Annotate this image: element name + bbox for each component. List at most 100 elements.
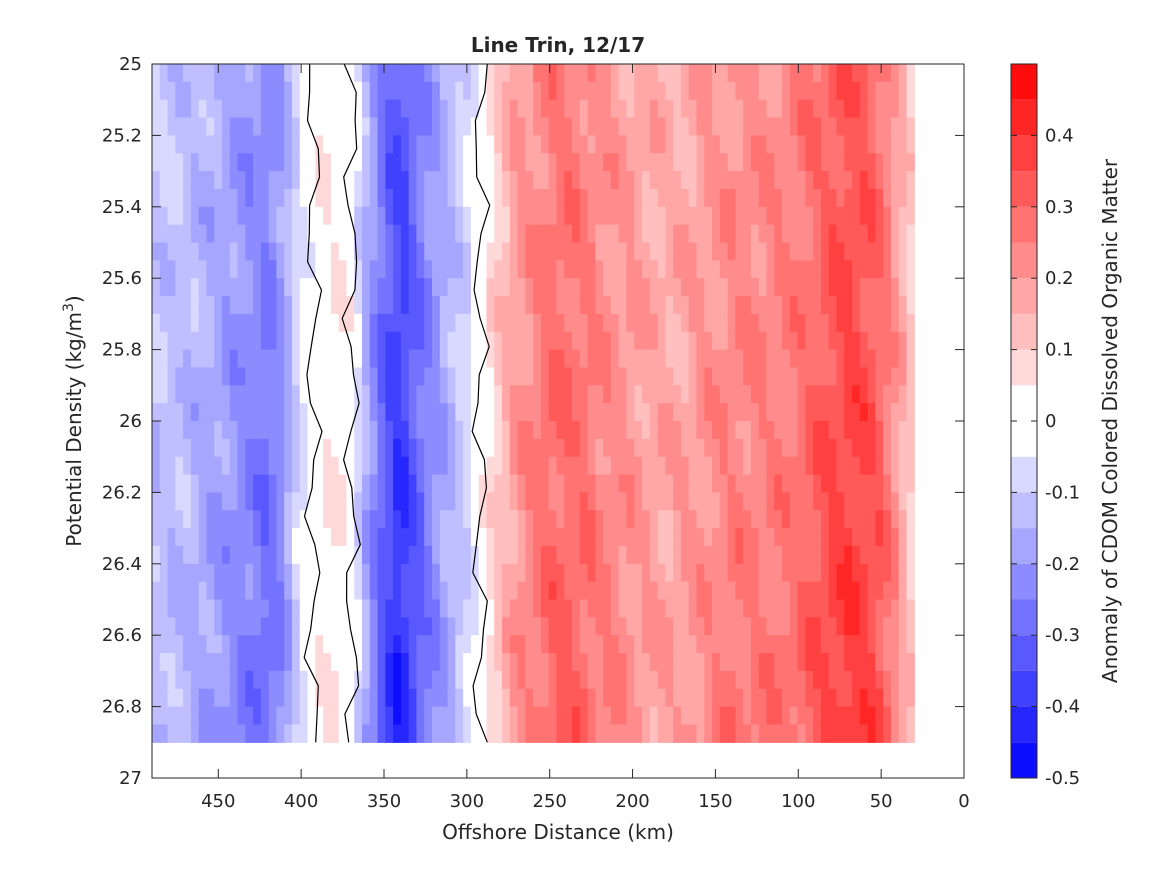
contour-cell [712, 135, 721, 154]
contour-cell [883, 599, 892, 618]
contour-cell [175, 545, 184, 565]
contour-cell [307, 278, 316, 297]
contour-cell [292, 367, 301, 386]
contour-cell [727, 545, 736, 565]
contour-cell [805, 563, 814, 583]
contour-cell [470, 242, 480, 261]
contour-cell [377, 81, 386, 101]
contour-cell [758, 635, 768, 654]
contour-cell [610, 135, 620, 154]
contour-cell [579, 260, 589, 279]
contour-cell [470, 599, 480, 618]
contour-cell [463, 438, 472, 458]
contour-cell [906, 617, 915, 636]
contour-cell [198, 367, 208, 386]
contour-cell [758, 438, 768, 458]
contour-cell [494, 635, 503, 654]
contour-cell [229, 296, 239, 315]
contour-cell [517, 545, 526, 565]
contour-cell [649, 563, 659, 583]
contour-cell [797, 117, 806, 136]
contour-cell [159, 64, 169, 83]
contour-cell [719, 331, 729, 351]
contour-cell [222, 653, 231, 672]
contour-cell [439, 367, 449, 386]
contour-cell [789, 438, 799, 458]
contour-cell [292, 385, 301, 404]
contour-cell [587, 99, 596, 119]
contour-cell [159, 224, 169, 244]
contour-cell [766, 367, 775, 386]
contour-cell [517, 653, 526, 672]
contour-cell [509, 385, 519, 404]
contour-cell [502, 617, 511, 636]
contour-cell [688, 599, 698, 618]
contour-cell [183, 510, 192, 529]
contour-cell [432, 492, 441, 511]
contour-cell [572, 474, 581, 493]
contour-cell [634, 81, 643, 101]
contour-cell [253, 135, 262, 154]
contour-cell [898, 456, 908, 476]
contour-cell [245, 599, 254, 618]
contour-cell [346, 242, 355, 261]
contour-cell [828, 653, 838, 672]
contour-cell [665, 438, 674, 458]
contour-cell [712, 153, 721, 172]
contour-cell [766, 670, 775, 690]
contour-cell [548, 599, 558, 618]
contour-cell [898, 188, 908, 208]
contour-cell [836, 403, 845, 422]
contour-cell [299, 99, 309, 119]
contour-cell [859, 313, 869, 333]
contour-cell [618, 599, 628, 618]
contour-cell [268, 545, 278, 565]
contour-cell [222, 206, 231, 226]
contour-cell [540, 492, 550, 511]
contour-cell [649, 403, 659, 422]
contour-cell [587, 153, 596, 172]
contour-cell [408, 313, 418, 333]
contour-cell [152, 421, 161, 440]
y-tick-label: 25.6 [102, 268, 142, 289]
contour-cell [642, 635, 651, 654]
contour-cell [618, 206, 628, 226]
contour-cell [478, 474, 488, 493]
contour-cell [789, 278, 799, 297]
contour-cell [198, 456, 208, 476]
contour-cell [618, 81, 628, 101]
contour-cell [183, 492, 192, 511]
contour-cell [797, 670, 806, 690]
contour-cell [828, 492, 838, 511]
contour-cell [797, 456, 806, 476]
contour-cell [369, 296, 379, 315]
contour-cell [603, 99, 612, 119]
contour-cell [603, 188, 612, 208]
contour-cell [696, 421, 705, 440]
contour-cell [214, 153, 223, 172]
contour-cell [813, 153, 822, 172]
contour-cell [525, 367, 534, 386]
contour-cell [486, 117, 495, 136]
contour-cell [883, 456, 892, 476]
contour-cell [595, 456, 604, 476]
contour-cell [198, 385, 208, 404]
contour-cell [657, 474, 666, 493]
contour-cell [470, 403, 480, 422]
contour-cell [276, 474, 285, 493]
contour-cell [214, 510, 223, 529]
contour-cell [875, 581, 884, 601]
contour-cell [408, 242, 418, 261]
contour-cell [229, 653, 239, 672]
contour-cell [727, 153, 736, 172]
contour-cell [649, 135, 659, 154]
contour-cell [533, 349, 542, 369]
contour-cell [828, 224, 838, 244]
contour-cell [525, 188, 534, 208]
contour-cell [167, 99, 176, 119]
contour-cell [323, 117, 332, 136]
contour-cell [463, 492, 472, 511]
contour-cell [680, 188, 690, 208]
contour-cell [330, 64, 340, 83]
contour-cell [805, 510, 814, 529]
